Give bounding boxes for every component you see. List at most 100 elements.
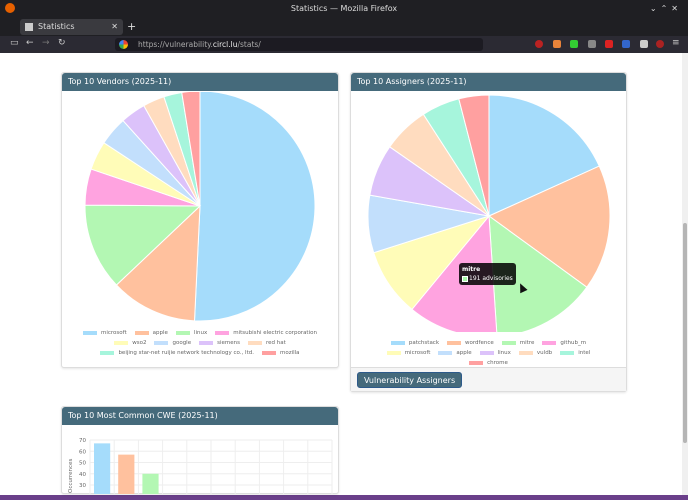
reload-icon[interactable]: ↻	[58, 38, 66, 48]
cwe-bar[interactable]	[142, 473, 159, 494]
legend-swatch	[247, 340, 262, 345]
y-tick-label: 60	[79, 449, 86, 455]
extension-icon[interactable]	[535, 40, 543, 48]
url-bar[interactable]: https://vulnerability.circl.lu/stats/	[115, 38, 483, 51]
pie-slice-microsoft[interactable]	[193, 92, 316, 322]
new-tab-button[interactable]: +	[127, 20, 137, 33]
tab-label: Statistics	[38, 22, 75, 31]
assigners-legend: patchstack wordfence mitre github_m microsof…	[351, 338, 626, 368]
legend-item[interactable]: vuldb	[518, 348, 553, 358]
nav-bar: ▭ ← → ↻ https://vulnerability.circl.lu/s…	[0, 36, 688, 53]
assigners-card-footer: Vulnerability Assigners	[351, 367, 626, 391]
scrollbar[interactable]	[682, 53, 688, 495]
extension-icon[interactable]	[588, 40, 596, 48]
legend-swatch	[386, 350, 401, 355]
google-search-icon	[119, 40, 128, 49]
legend-item[interactable]: linux	[479, 348, 511, 358]
extension-icon[interactable]	[553, 40, 561, 48]
extension-icon[interactable]	[640, 40, 648, 48]
extension-icon[interactable]	[605, 40, 613, 48]
chart-tooltip: mitre 191 advisories	[459, 263, 516, 285]
legend-label: wordfence	[465, 340, 494, 346]
cwe-bar[interactable]	[94, 443, 111, 494]
favicon-icon	[25, 23, 33, 31]
legend-item[interactable]: wordfence	[447, 338, 494, 348]
legend-item[interactable]: patchstack	[390, 338, 439, 348]
pie-slice-patchstack[interactable]	[488, 94, 600, 217]
pie-slice-apple[interactable]	[115, 204, 201, 322]
pie-slice-chrome[interactable]	[458, 94, 490, 217]
legend-label: red hat	[265, 340, 286, 346]
y-axis-label: Occurrences	[68, 459, 74, 493]
legend-swatch	[469, 360, 484, 365]
assigners-pie-chart	[367, 94, 611, 332]
legend-label: microsoft	[101, 330, 127, 336]
vendors-pie-chart	[84, 92, 316, 322]
vulnerability-assigners-button[interactable]: Vulnerability Assigners	[357, 372, 463, 388]
cwe-bar[interactable]	[118, 454, 135, 494]
page-content: Top 10 Vendors (2025-11) microsoft apple l…	[0, 53, 682, 495]
close-tab-icon[interactable]: ✕	[111, 22, 118, 31]
legend-swatch	[199, 340, 214, 345]
pie-slice-mozilla[interactable]	[181, 92, 201, 207]
tab-statistics[interactable]: Statistics ✕	[20, 19, 123, 35]
legend-item[interactable]: apple	[438, 348, 472, 358]
title-bar: Statistics — Mozilla Firefox ⌄⌃✕	[0, 0, 688, 18]
legend-item[interactable]: apple	[134, 328, 168, 338]
window-controls[interactable]: ⌄⌃✕	[649, 4, 682, 13]
legend-swatch	[215, 330, 230, 335]
tooltip-label: mitre	[462, 266, 481, 273]
legend-item[interactable]: siemens	[199, 338, 240, 348]
legend-label: intel	[578, 350, 591, 356]
pie-slice-mitre[interactable]	[488, 214, 588, 332]
legend-swatch	[479, 350, 494, 355]
y-tick-label: 70	[79, 438, 86, 444]
cwe-title: Top 10 Most Common CWE (2025-11)	[62, 407, 338, 425]
pie-slice-linux[interactable]	[84, 204, 202, 286]
sidebar-icon[interactable]: ▭	[10, 38, 19, 48]
legend-swatch	[114, 340, 129, 345]
legend-item[interactable]: mozilla	[261, 348, 300, 358]
legend-label: linux	[193, 330, 208, 336]
y-tick-label: 50	[79, 461, 86, 467]
legend-item[interactable]: chrome	[469, 358, 508, 368]
legend-label: beijing star-net ruijie network technolo…	[118, 350, 254, 356]
pie-slice-wordfence[interactable]	[488, 165, 611, 288]
pie-slice-github-m[interactable]	[411, 214, 498, 332]
legend-swatch	[542, 340, 557, 345]
legend-item[interactable]: wso2	[114, 338, 146, 348]
extension-icon[interactable]	[622, 40, 630, 48]
legend-item[interactable]: red hat	[247, 338, 286, 348]
legend-item[interactable]: linux	[175, 328, 208, 338]
legend-label: chrome	[487, 360, 508, 366]
legend-item[interactable]: microsoft	[386, 348, 430, 358]
vendors-legend: microsoft apple linux mitsubishi electric c…	[62, 328, 338, 358]
legend-label: mitsubishi electric corporation	[233, 330, 317, 336]
firefox-logo-icon	[5, 3, 15, 13]
legend-item[interactable]: microsoft	[83, 328, 127, 338]
url-domain: circl.lu	[212, 40, 238, 49]
scrollbar-thumb[interactable]	[683, 223, 687, 443]
extension-icon[interactable]	[656, 40, 664, 48]
legend-swatch	[518, 350, 533, 355]
tab-bar: Statistics ✕ +	[0, 18, 688, 36]
legend-swatch	[390, 340, 405, 345]
legend-item[interactable]: mitsubishi electric corporation	[215, 328, 317, 338]
legend-item[interactable]: mitre	[501, 338, 534, 348]
extension-icon[interactable]	[570, 40, 578, 48]
legend-item[interactable]: github_m	[542, 338, 586, 348]
legend-item[interactable]: google	[154, 338, 191, 348]
legend-swatch	[560, 350, 575, 355]
legend-swatch	[501, 340, 516, 345]
legend-item[interactable]: intel	[560, 348, 590, 358]
legend-item[interactable]: beijing star-net ruijie network technolo…	[100, 348, 254, 358]
legend-swatch	[154, 340, 169, 345]
assigners-title: Top 10 Assigners (2025-11)	[351, 73, 626, 91]
legend-swatch	[438, 350, 453, 355]
forward-icon[interactable]: →	[42, 38, 50, 48]
legend-label: vuldb	[536, 350, 553, 356]
back-icon[interactable]: ←	[26, 38, 34, 48]
cwe-bar-chart: 30 40 50 60 70 Occurrences	[68, 438, 333, 494]
url-prefix: https://vulnerability.	[138, 40, 213, 49]
menu-icon[interactable]: ≡	[672, 38, 680, 48]
